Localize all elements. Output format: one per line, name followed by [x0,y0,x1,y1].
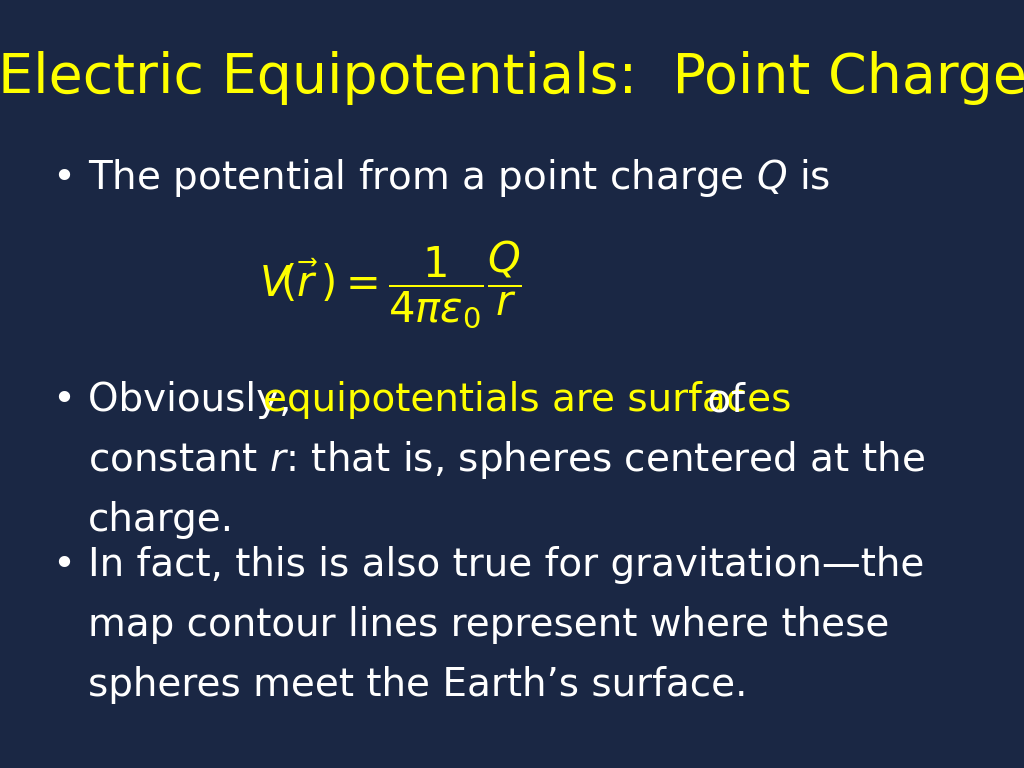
Text: The potential from a point charge $\mathit{Q}$ is: The potential from a point charge $\math… [88,157,830,199]
Text: In fact, this is also true for gravitation—the: In fact, this is also true for gravitati… [88,546,925,584]
Text: Obviously,: Obviously, [88,381,299,419]
Text: spheres meet the Earth’s surface.: spheres meet the Earth’s surface. [88,666,748,704]
Text: $V\!\left(\vec{r}\,\right)=\dfrac{\ \ 1\ \ }{4\pi\varepsilon_0}\dfrac{Q}{r}$: $V\!\left(\vec{r}\,\right)=\dfrac{\ \ 1\… [259,239,521,331]
Text: •: • [52,546,75,584]
Text: equipotentials are surfaces: equipotentials are surfaces [263,381,792,419]
Text: of: of [695,381,744,419]
Text: constant $\mathit{r}$: that is, spheres centered at the: constant $\mathit{r}$: that is, spheres … [88,439,925,481]
Text: map contour lines represent where these: map contour lines represent where these [88,606,890,644]
Text: •: • [52,381,75,419]
Text: •: • [52,159,75,197]
Text: Electric Equipotentials:  Point Charge: Electric Equipotentials: Point Charge [0,51,1024,105]
Text: charge.: charge. [88,501,234,539]
